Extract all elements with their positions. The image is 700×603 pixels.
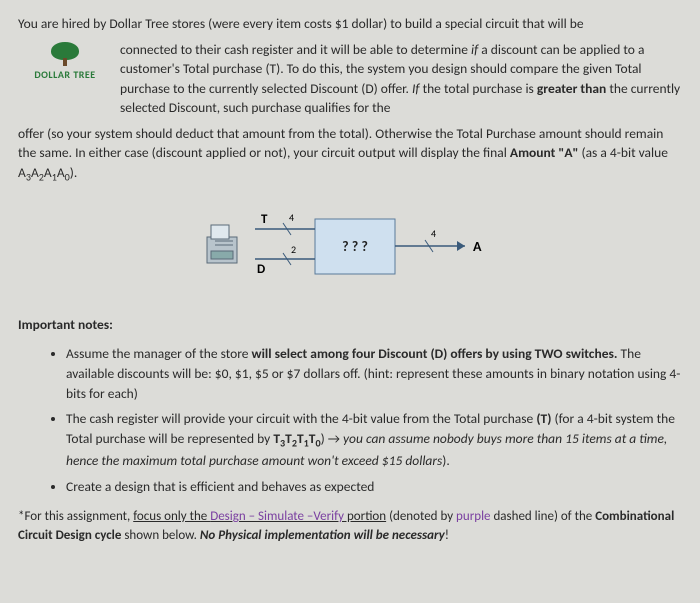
t: No Physical implementation will be neces… <box>200 528 445 543</box>
t: focus only the <box>133 509 210 524</box>
t: purple <box>456 509 490 524</box>
sub: 1 <box>52 171 57 184</box>
t: T <box>273 430 280 447</box>
diagram-svg: ? ? ? T 4 D 2 4 A <box>185 201 515 291</box>
t: *For this assignment, <box>18 509 133 524</box>
t: will select among four Discount (D) offe… <box>252 345 618 362</box>
note-2: The cash register will provide your circ… <box>66 409 682 470</box>
t: The cash register will provide your circ… <box>66 410 536 427</box>
greater-than: greater than <box>537 80 606 97</box>
note-1: Assume the manager of the store will sel… <box>66 344 682 403</box>
bus4a: 4 <box>289 211 294 224</box>
if2: If <box>412 80 420 97</box>
logo-text: DOLLAR TREE <box>18 68 112 83</box>
label-d: D <box>257 262 265 277</box>
t: ! <box>445 528 449 543</box>
t: connected to their cash register and it … <box>120 41 471 58</box>
intro-first-line: You are hired by Dollar Tree stores (wer… <box>18 14 682 34</box>
t: dashed line) of the <box>491 509 596 524</box>
t: Assume the manager of the store <box>66 345 252 362</box>
tree-icon <box>51 42 79 66</box>
dsv: Design – Simulate –Verify <box>210 509 344 524</box>
amount-a: Amount "A" <box>510 144 579 161</box>
bus2: 2 <box>291 243 296 256</box>
t: (denoted by <box>386 509 456 524</box>
t: ). <box>442 452 450 469</box>
t: portion <box>344 509 386 524</box>
arrowhead <box>457 241 465 251</box>
sub: 3 <box>26 171 31 184</box>
t: the total purchase is <box>420 80 537 97</box>
dollar-tree-logo: DOLLAR TREE <box>18 42 112 83</box>
bus4b: 4 <box>431 227 436 240</box>
register-icon <box>207 225 237 263</box>
notes-list: Assume the manager of the store will sel… <box>18 344 682 496</box>
note-3: Create a design that is efficient and be… <box>66 477 682 497</box>
footnote: *For this assignment, focus only the Des… <box>18 508 682 546</box>
t: ) → <box>321 430 343 447</box>
sub: 1 <box>304 436 309 449</box>
label-t: T <box>261 212 268 227</box>
sub: 3 <box>280 436 285 449</box>
intro-tail: offer (so your system should deduct that… <box>18 124 682 185</box>
intro-body: connected to their cash register and it … <box>120 40 682 118</box>
notes-heading: Important notes: <box>18 315 682 335</box>
box-label: ? ? ? <box>342 238 368 255</box>
circuit-diagram: ? ? ? T 4 D 2 4 A <box>18 201 682 297</box>
t: shown below. <box>121 528 200 543</box>
sub: 2 <box>292 436 297 449</box>
label-a: A <box>473 238 482 255</box>
intro-line1: You are hired by Dollar Tree stores (wer… <box>18 15 584 32</box>
sub: 2 <box>39 171 44 184</box>
t: (T) <box>536 410 551 427</box>
t: ). <box>70 164 78 181</box>
